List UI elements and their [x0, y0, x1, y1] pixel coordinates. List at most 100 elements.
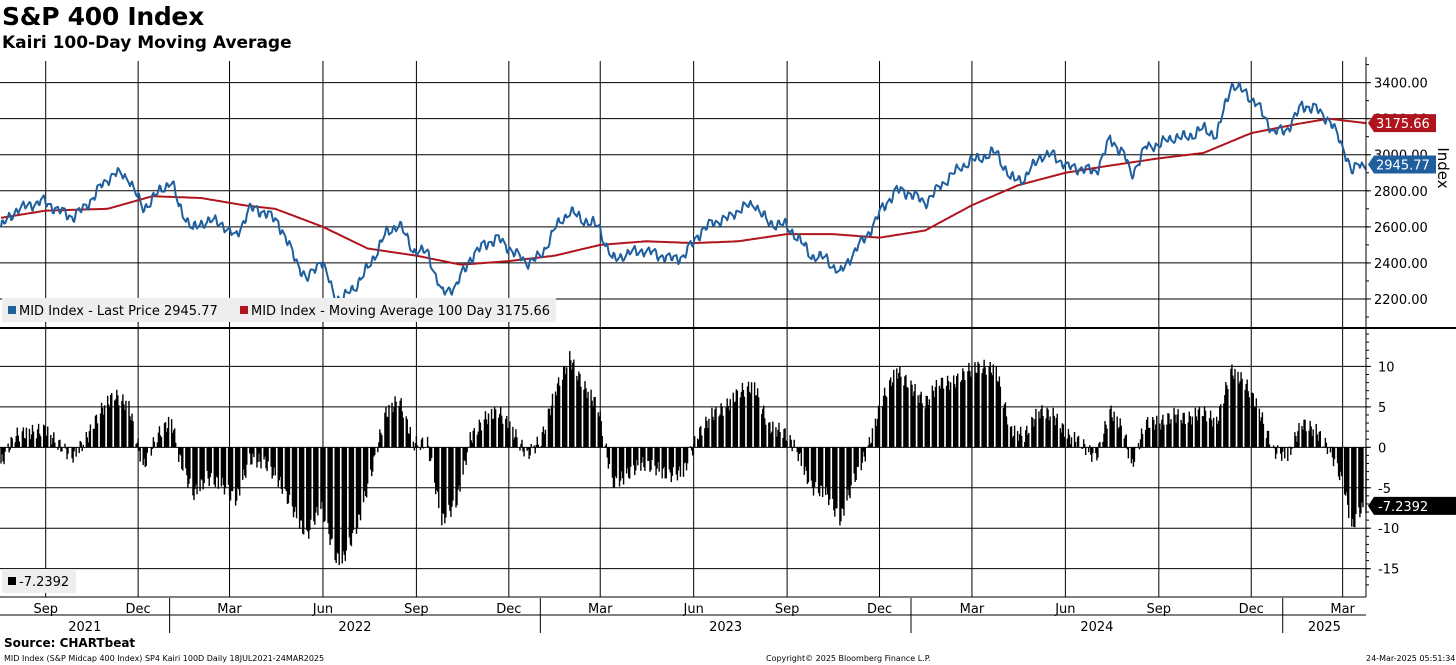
kairi-bar: [429, 447, 432, 461]
kairi-bar: [683, 447, 686, 464]
kairi-bar: [876, 418, 879, 448]
kairi-bar: [385, 407, 387, 448]
kairi-bar: [826, 447, 828, 487]
kairi-bar: [237, 447, 240, 490]
price-legend: MID Index - Last Price 2945.77 MID Index …: [2, 298, 556, 322]
kairi-bar: [571, 369, 573, 448]
kairi-bar: [21, 431, 24, 448]
kairi-bar: [252, 447, 254, 454]
kairi-bar: [441, 447, 443, 526]
kairi-bar: [457, 447, 459, 490]
price-lines: [0, 81, 1367, 304]
kairi-bar: [210, 447, 212, 473]
kairi-bar: [53, 432, 55, 448]
kairi-bar: [685, 447, 688, 471]
kairi-bar: [398, 406, 400, 448]
kairi-bar: [278, 447, 280, 481]
kairi-bar: [1248, 397, 1250, 448]
kairi-bar: [158, 426, 161, 448]
kairi-bar: [1202, 416, 1205, 448]
kairi-bar: [307, 447, 309, 532]
kairi-bar: [530, 444, 532, 448]
kairi-bar: [935, 380, 938, 448]
kairi-bar: [1025, 430, 1027, 448]
kairi-bar: [537, 444, 539, 448]
kairi-bar: [746, 386, 749, 448]
kairi-bar: [668, 447, 670, 470]
kairi-bar: [1211, 426, 1214, 448]
kairi-bar: [1261, 412, 1264, 448]
kairi-bar: [59, 439, 61, 448]
kairi-bar: [967, 371, 969, 448]
price-line: [0, 81, 1367, 304]
kairi-bar: [784, 428, 786, 448]
kairi-bar: [285, 447, 288, 491]
kairi-bar: [1092, 447, 1094, 454]
kairi-bar: [116, 389, 118, 448]
kairi-bar: [1246, 379, 1248, 448]
kairi-bar: [490, 408, 493, 448]
kairi-bar: [734, 401, 737, 448]
kairi-bar: [554, 391, 557, 448]
kairi-bar: [679, 447, 682, 477]
kairi-bar: [18, 441, 20, 448]
kairi-bar: [1340, 447, 1343, 477]
kairi-bar: [463, 447, 465, 460]
kairi-bar: [974, 362, 976, 448]
kairi-bar: [1034, 419, 1036, 448]
kairi-bar: [573, 359, 575, 448]
kairi-bar: [1361, 447, 1363, 503]
kairi-bar: [713, 420, 715, 448]
kairi-bar: [1076, 437, 1079, 448]
kairi-bar: [166, 428, 169, 448]
kairi-bar: [1322, 446, 1325, 448]
kairi-bar: [522, 447, 524, 452]
kairi-bar: [828, 447, 830, 506]
kairi-bar: [686, 447, 689, 464]
kairi-bar: [1016, 431, 1019, 448]
kairi-bar: [1291, 447, 1293, 449]
kairi-bar: [939, 388, 942, 448]
x-tick-label: Dec: [1239, 602, 1264, 617]
kairi-bar: [186, 447, 188, 476]
kairi-bar: [941, 377, 944, 448]
kairi-bar: [335, 447, 337, 563]
kairi-bar: [664, 447, 666, 479]
kairi-bar: [1194, 407, 1197, 448]
kairi-bar: [996, 381, 999, 448]
kairi-bar: [586, 398, 588, 448]
kairi-bar: [704, 428, 706, 448]
kairi-bar: [452, 447, 454, 501]
kairi-bar: [727, 405, 729, 448]
kairi-bar: [231, 447, 234, 492]
kairi-bar: [748, 391, 751, 448]
kairi-bar: [1177, 409, 1179, 448]
kairi-bar: [393, 406, 395, 448]
kairi-bar: [1060, 432, 1063, 448]
kairi-bar: [1310, 426, 1312, 448]
kairi-bar: [129, 416, 131, 448]
kairi-bar: [926, 395, 928, 448]
kairi-bar: [110, 394, 112, 448]
kairi-bar: [381, 435, 383, 448]
kairi-bar: [1070, 437, 1073, 448]
kairi-bar: [1012, 435, 1015, 448]
kairi-bar: [324, 447, 326, 521]
kairi-bar: [655, 447, 657, 476]
kairi-bar: [1095, 447, 1097, 454]
kairi-bar: [15, 436, 17, 448]
kairi-bar: [867, 445, 870, 448]
kairi-bar: [797, 447, 799, 462]
kairi-bar: [1355, 447, 1357, 515]
kairi-bar: [35, 438, 38, 448]
kairi-bar: [89, 424, 92, 448]
kairi-bar: [1074, 441, 1077, 448]
kairi-bar: [259, 447, 261, 462]
kairi-bar: [1353, 447, 1355, 527]
kairi-bar: [341, 447, 343, 564]
kairi-bar: [1210, 419, 1213, 448]
kairi-bar: [864, 447, 867, 462]
kairi-bar: [94, 415, 97, 448]
kairi-bar: [484, 411, 487, 448]
kairi-bar: [928, 399, 930, 448]
